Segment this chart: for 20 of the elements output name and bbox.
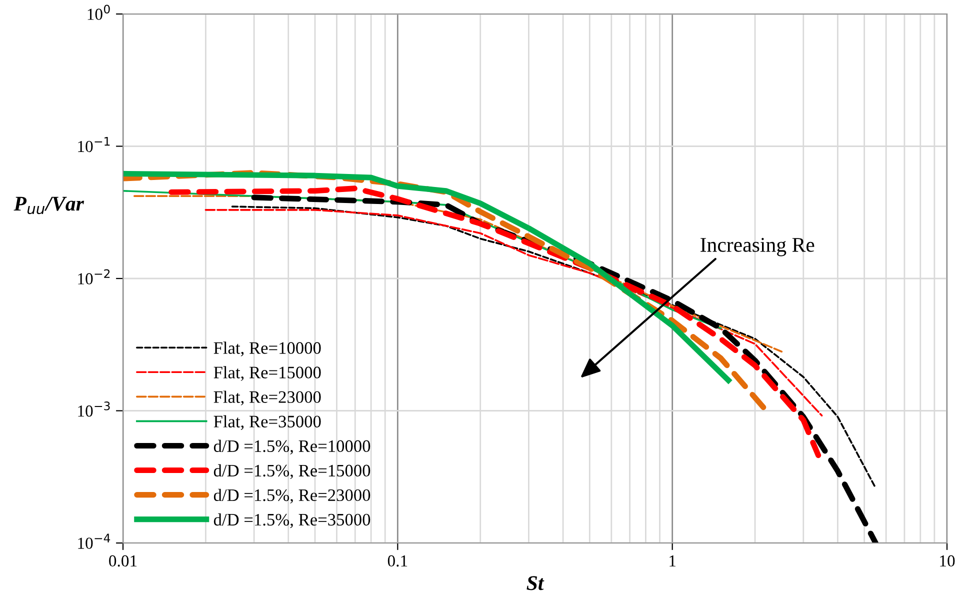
legend-label: Flat, Re=35000 [214,415,321,430]
legend-label: Flat, Re=23000 [214,390,321,406]
legend-label: d/D =1.5%, Re=15000 [214,464,370,480]
x-tick-label: 1 [670,555,676,566]
annotation: Increasing Re [700,238,814,256]
legend-label: Flat, Re=15000 [214,366,321,381]
y-tick-label: 10$^{−4}$ [78,534,110,549]
x-tick-label: 10 [940,555,955,567]
y-axis-title: P$_{uu}$/Var [14,196,84,214]
x-tick-label: 0.01 [109,555,137,567]
x-axis-title: St [526,576,544,590]
y-tick-label: 10$^{−1}$ [78,137,110,152]
legend-label: d/D =1.5%, Re=10000 [214,440,370,454]
legend-label: Flat, Re=10000 [214,342,321,356]
y-tick-label: 10$^{0}$ [88,4,110,20]
x-tick-label: 0.1 [388,555,408,567]
legend-label: d/D =1.5%, Re=35000 [214,513,370,528]
y-tick-label: 10$^{−2}$ [78,269,110,284]
y-tick-label: 10$^{−3}$ [78,401,110,417]
legend-label: d/D =1.5%, Re=23000 [214,488,370,504]
